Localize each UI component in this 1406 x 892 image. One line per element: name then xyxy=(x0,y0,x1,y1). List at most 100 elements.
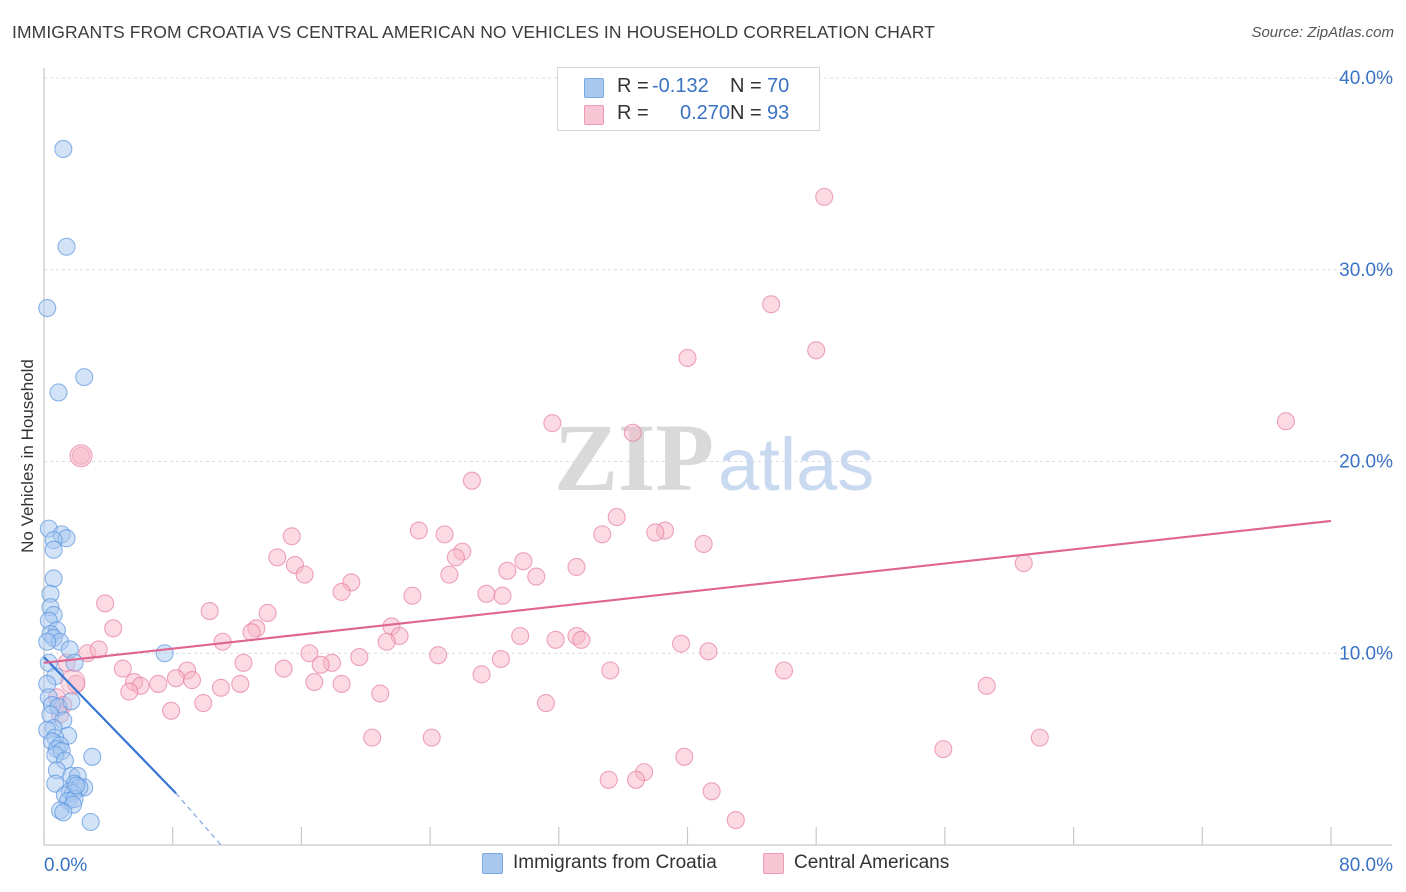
central-american-point xyxy=(89,640,108,659)
central-american-point xyxy=(572,630,591,649)
chart-title: IMMIGRANTS FROM CROATIA VS CENTRAL AMERI… xyxy=(12,22,935,42)
croatia-point xyxy=(65,653,84,672)
central-american-trend-line xyxy=(43,519,1332,664)
central-american-point xyxy=(546,630,565,649)
central-american-point xyxy=(440,565,459,584)
central-american-point xyxy=(211,678,231,697)
central-american-point xyxy=(511,626,530,646)
r-label: R = xyxy=(617,102,649,124)
legend-label-central-americans: Central Americans xyxy=(794,852,950,873)
central-american-point xyxy=(675,747,694,766)
central-american-point xyxy=(268,548,287,567)
central-american-point xyxy=(234,653,253,672)
central-american-point xyxy=(672,634,691,653)
central-american-point xyxy=(377,632,396,651)
central-american-point xyxy=(599,770,618,789)
central-american-point xyxy=(593,525,612,544)
central-american-point xyxy=(1030,728,1049,747)
central-american-point xyxy=(607,508,626,527)
central-american-point xyxy=(149,674,168,693)
central-american-point xyxy=(1276,412,1296,431)
central-american-point xyxy=(113,659,132,678)
watermark-zip: ZIP xyxy=(554,404,714,511)
central-american-point xyxy=(462,471,481,490)
y-tick-label: 10.0% xyxy=(1339,643,1393,664)
n-label: N = xyxy=(730,75,762,97)
central-american-point xyxy=(435,525,454,544)
central-american-point xyxy=(699,642,718,661)
central-american-point xyxy=(332,582,351,601)
croatia-point xyxy=(49,383,68,402)
central-american-point xyxy=(104,619,123,638)
central-american-point xyxy=(282,527,301,546)
grid-layer xyxy=(44,77,1392,654)
central-american-point xyxy=(350,648,369,667)
central-american-point xyxy=(162,701,181,720)
croatia-point xyxy=(54,803,73,822)
central-american-point xyxy=(332,674,351,693)
central-american-point xyxy=(623,423,642,442)
legend-label-croatia: Immigrants from Croatia xyxy=(513,852,717,873)
central-american-point xyxy=(371,684,390,703)
central-american-point xyxy=(60,669,86,695)
croatia-legend-swatch xyxy=(482,853,503,874)
trend-lines-layer xyxy=(43,519,1332,846)
central-american-point xyxy=(200,602,219,621)
r-value: 0.270 xyxy=(680,102,731,124)
n-value: 70 xyxy=(767,75,790,97)
central-american-point xyxy=(69,444,93,468)
y-tick-label: 20.0% xyxy=(1339,452,1393,473)
central-american-point xyxy=(120,682,139,701)
croatia-point xyxy=(38,299,57,318)
central-american-point xyxy=(409,521,428,540)
croatia-trend-line xyxy=(43,656,177,794)
central-american-point xyxy=(305,672,324,692)
central-american-point xyxy=(1014,554,1033,573)
central-american-point xyxy=(422,728,441,747)
n-label: N = xyxy=(730,102,762,124)
croatia-point xyxy=(44,540,63,559)
central-american-point xyxy=(567,557,586,577)
central-american-point xyxy=(242,623,261,642)
central-american-point xyxy=(626,770,646,789)
central-american-point xyxy=(536,694,555,713)
y-tick-label: 30.0% xyxy=(1339,260,1393,281)
croatia-point xyxy=(62,692,81,711)
r-label: R = xyxy=(617,75,649,97)
central-american-point xyxy=(527,567,546,586)
y-tick-label: 40.0% xyxy=(1339,68,1393,89)
central-american-point xyxy=(472,665,491,684)
central-american-point xyxy=(977,676,996,695)
croatia-point xyxy=(155,644,174,663)
central-american-point xyxy=(491,649,510,669)
central-american-point xyxy=(514,552,533,571)
central-american-point xyxy=(678,348,697,368)
central-american-point xyxy=(403,586,422,605)
watermark-atlas: atlas xyxy=(718,423,874,506)
y-axis-label: No Vehicles in Household xyxy=(18,359,37,553)
central-american-point xyxy=(446,548,465,567)
points-layer xyxy=(38,139,1296,832)
central-american-point xyxy=(96,594,115,613)
central-american-point xyxy=(311,655,330,674)
central-american-point xyxy=(543,414,562,433)
central-american-point xyxy=(363,728,382,747)
central-american-point xyxy=(258,603,277,623)
source-label: Source: ZipAtlas.com xyxy=(1251,24,1394,41)
central-american-point xyxy=(295,565,314,584)
central-american-point xyxy=(182,671,202,690)
x-tick-label: 0.0% xyxy=(44,855,87,876)
central-american-point xyxy=(726,811,745,830)
central-american-point xyxy=(807,341,826,360)
central-american-point xyxy=(694,534,713,554)
tick-labels-layer: 10.0% 20.0% 30.0% 40.0% 0.0% 80.0% xyxy=(44,68,1393,876)
central-american-point xyxy=(166,669,185,688)
croatia-point xyxy=(44,569,63,588)
central-american-point xyxy=(646,523,665,542)
n-value: 93 xyxy=(767,102,790,124)
croatia-point xyxy=(54,139,73,158)
croatia-swatch xyxy=(584,78,604,98)
croatia-point xyxy=(57,237,76,256)
central-american-point xyxy=(774,661,794,680)
